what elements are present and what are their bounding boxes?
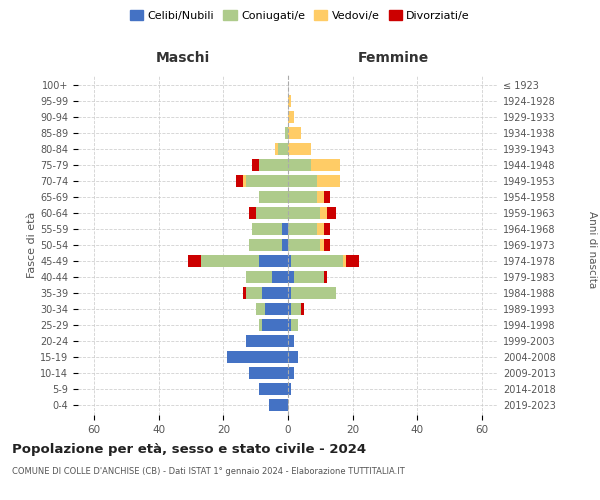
- Bar: [288, 255, 291, 267]
- Bar: [256, 207, 288, 219]
- Bar: [285, 126, 288, 138]
- Bar: [259, 159, 288, 171]
- Bar: [246, 271, 272, 283]
- Bar: [288, 223, 317, 235]
- Bar: [275, 143, 278, 155]
- Bar: [288, 303, 291, 315]
- Bar: [246, 287, 262, 299]
- Bar: [188, 255, 201, 267]
- Bar: [323, 223, 330, 235]
- Bar: [259, 255, 288, 267]
- Bar: [288, 126, 301, 138]
- Bar: [288, 287, 291, 299]
- Bar: [269, 400, 288, 411]
- Bar: [288, 239, 320, 251]
- Bar: [281, 223, 288, 235]
- Bar: [253, 223, 281, 235]
- Bar: [249, 239, 281, 251]
- Bar: [288, 94, 291, 106]
- Bar: [343, 255, 346, 267]
- Bar: [295, 271, 323, 283]
- Bar: [246, 175, 288, 187]
- Bar: [323, 191, 330, 203]
- Text: Femmine: Femmine: [358, 51, 428, 65]
- Bar: [288, 159, 311, 171]
- Bar: [291, 319, 298, 331]
- Bar: [317, 175, 340, 187]
- Bar: [243, 287, 246, 299]
- Bar: [256, 303, 265, 315]
- Bar: [288, 319, 291, 331]
- Bar: [288, 175, 317, 187]
- Bar: [288, 384, 291, 396]
- Bar: [249, 207, 256, 219]
- Bar: [249, 368, 288, 380]
- Bar: [288, 110, 295, 122]
- Bar: [262, 319, 288, 331]
- Bar: [288, 191, 317, 203]
- Bar: [288, 143, 311, 155]
- Bar: [227, 351, 288, 364]
- Bar: [323, 271, 327, 283]
- Bar: [288, 207, 320, 219]
- Bar: [288, 351, 298, 364]
- Bar: [278, 143, 288, 155]
- Text: Anni di nascita: Anni di nascita: [587, 212, 597, 288]
- Bar: [327, 207, 337, 219]
- Text: COMUNE DI COLLE D'ANCHISE (CB) - Dati ISTAT 1° gennaio 2024 - Elaborazione TUTTI: COMUNE DI COLLE D'ANCHISE (CB) - Dati IS…: [12, 468, 405, 476]
- Bar: [259, 191, 288, 203]
- Text: Popolazione per età, sesso e stato civile - 2024: Popolazione per età, sesso e stato civil…: [12, 442, 366, 456]
- Bar: [236, 175, 243, 187]
- Bar: [259, 319, 262, 331]
- Bar: [323, 239, 330, 251]
- Y-axis label: Fasce di età: Fasce di età: [27, 212, 37, 278]
- Bar: [291, 303, 301, 315]
- Bar: [272, 271, 288, 283]
- Text: Maschi: Maschi: [156, 51, 210, 65]
- Bar: [291, 287, 337, 299]
- Bar: [288, 271, 295, 283]
- Bar: [262, 287, 288, 299]
- Bar: [259, 384, 288, 396]
- Bar: [311, 159, 340, 171]
- Bar: [253, 159, 259, 171]
- Bar: [320, 239, 323, 251]
- Bar: [317, 223, 323, 235]
- Bar: [346, 255, 359, 267]
- Bar: [288, 368, 295, 380]
- Bar: [301, 303, 304, 315]
- Bar: [317, 191, 323, 203]
- Bar: [201, 255, 259, 267]
- Bar: [320, 207, 327, 219]
- Bar: [246, 335, 288, 347]
- Bar: [243, 175, 246, 187]
- Bar: [281, 239, 288, 251]
- Legend: Celibi/Nubili, Coniugati/e, Vedovi/e, Divorziati/e: Celibi/Nubili, Coniugati/e, Vedovi/e, Di…: [125, 6, 475, 25]
- Bar: [291, 255, 343, 267]
- Bar: [265, 303, 288, 315]
- Bar: [288, 335, 295, 347]
